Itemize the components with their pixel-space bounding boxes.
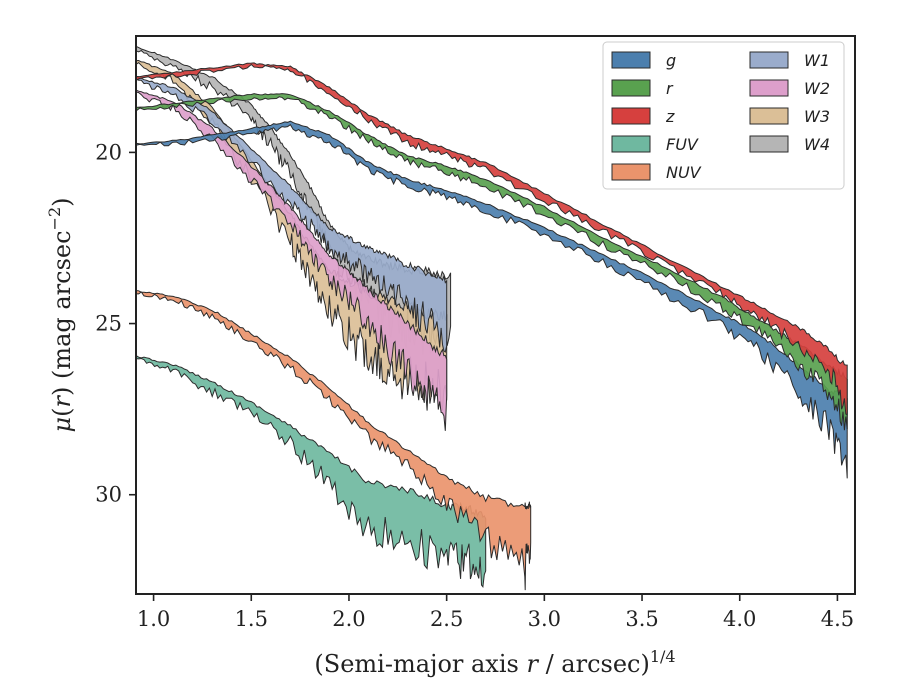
legend-label-w3: W3 [804,107,830,126]
legend: grz FUV NUV W1 W2 W3 W4 [602,41,845,190]
legend-label-w2: W2 [804,79,830,98]
legend-label-r: r [666,79,674,98]
y-axis-ticks: 20 25 30 [95,140,136,507]
y-axis-label: μ(r) (mag arcsec−2) [45,197,76,432]
series-band-w1 [136,76,448,353]
series-band-nuv [136,289,532,591]
legend-swatch-w1 [749,51,789,69]
series-band-r [136,93,848,431]
legend-label-w4: W4 [804,135,830,154]
x-axis-label: (Semi-major axis r / arcsec)1/4 [314,647,675,678]
series-layer [136,45,848,591]
x-tick-label: 4.0 [723,607,756,631]
series-band-g [136,120,848,479]
legend-swatch-nuv [611,163,651,181]
x-tick-label: 2.5 [430,607,463,631]
x-axis-ticks: 1.0 1.5 2.0 2.5 3.0 3.5 4.0 4.5 [137,594,854,631]
legend-swatch-z [611,107,651,125]
x-tick-label: 2.0 [332,607,365,631]
legend-swatch-fuv [611,135,651,153]
y-tick-label: 20 [95,140,122,164]
x-tick-label: 1.0 [137,607,170,631]
legend-swatch-r [611,79,651,97]
legend-swatch-w3 [749,107,789,125]
legend-swatch-w2 [749,79,789,97]
legend-swatch-g [611,51,651,69]
legend-swatch-w4 [749,135,789,153]
series-band-z [136,62,848,416]
series-band-w2 [136,89,448,431]
x-tick-label: 1.5 [235,607,268,631]
x-tick-label: 3.5 [625,607,658,631]
legend-label-w1: W1 [804,51,830,70]
plot-frame [135,35,856,595]
legend-label-nuv: NUV [666,163,702,182]
y-tick-label: 25 [95,312,122,336]
legend-label-fuv: FUV [666,135,699,154]
y-tick-label: 30 [95,483,122,507]
x-tick-label: 4.5 [821,607,854,631]
x-tick-label: 3.0 [528,607,561,631]
legend-label-z: z [665,107,675,126]
series-band-fuv [136,354,487,589]
legend-label-g: g [666,51,676,70]
